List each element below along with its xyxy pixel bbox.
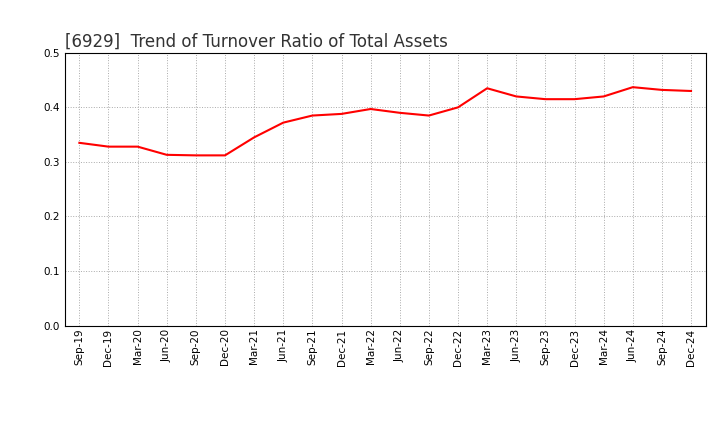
Text: [6929]  Trend of Turnover Ratio of Total Assets: [6929] Trend of Turnover Ratio of Total … <box>65 33 448 51</box>
